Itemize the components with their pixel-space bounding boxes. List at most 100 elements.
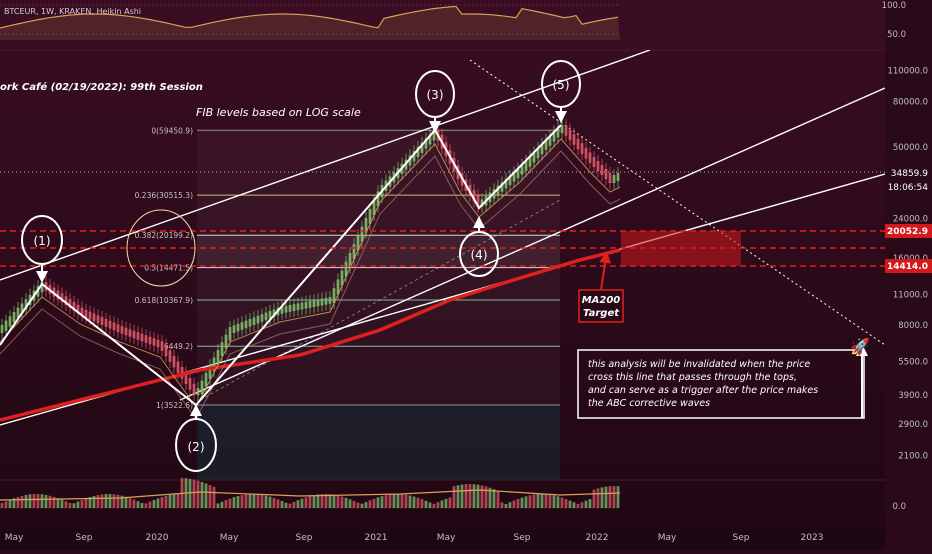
session-title: ork Café (02/19/2022): 99th Session [0,81,203,93]
volume-bar [204,483,208,508]
x-tick-11: 2023 [801,533,824,543]
candle-body [144,335,148,343]
candle-body [356,235,360,251]
candle-body [116,324,120,333]
volume-bar [216,503,220,508]
volume-bar [112,494,116,508]
candle-body [340,270,344,286]
volume-bar [460,484,464,508]
volume-bar [496,490,500,508]
channel-middle [179,87,885,401]
candle-body [88,311,92,320]
volume-bar [172,494,176,508]
candle-body [376,191,380,207]
candle-body [516,168,520,179]
y-tick-0: 110000.0 [887,66,928,76]
volume-bar [288,503,292,508]
volume-bar [84,498,88,508]
candle-body [184,372,188,385]
volume-bar [148,501,152,508]
volume-bar [412,496,416,508]
volume-bar [440,500,444,508]
volume-bar [600,487,604,508]
note-line-2: cross this line that passes through the … [588,372,797,383]
y-tick-9: 2900.0 [898,420,928,430]
candle-body [20,303,24,314]
volume-bar [320,494,324,508]
y-tick-2: 50000.0 [893,143,928,153]
volume-bar [24,494,28,508]
candle-body [196,388,200,396]
wave-5-label: (5) [553,78,570,92]
volume-bar [44,494,48,508]
volume-bar [4,501,8,508]
wave-1-label: (1) [34,234,51,248]
fib-label-0: 0(59450.9) [151,126,193,135]
volume-bar [40,494,44,508]
candle-body [252,317,256,325]
time-axis[interactable]: May Sep 2020 May Sep 2021 May Sep 2022 May Sep 2023 [5,533,824,543]
wave-3: (3) [415,70,455,133]
volume-bar [604,486,608,508]
volume-bar [144,503,148,508]
volume-bar [476,484,480,508]
x-tick-10: Sep [733,533,750,543]
candle-body [512,172,516,182]
candle-body [60,293,64,303]
candle-body [412,151,416,162]
volume-bar [400,494,404,508]
volume-bar [464,484,468,508]
volume-bar [160,497,164,508]
volume-bar [376,497,380,508]
candle-body [520,164,524,175]
volume-bar [596,488,600,508]
candle-body [176,361,180,373]
candle-body [56,290,60,300]
candle-body [80,307,84,316]
candle-body [308,301,312,308]
price-axis[interactable]: 110000.0 80000.0 50000.0 24000.0 16000.0 1100… [882,1,928,512]
x-tick-5: 2021 [365,533,388,543]
elliott-wave-lines [0,124,562,407]
candle-body [188,378,192,390]
volume-bar [316,494,320,508]
candle-body [4,320,8,331]
volume-bar [456,485,460,508]
note-line-1: this analysis will be invalidated when t… [588,359,810,370]
volume-bar [260,494,264,508]
candle-body [364,217,368,233]
volume-bar [280,500,284,508]
volume-bar [76,501,80,508]
volume-bar [132,499,136,508]
candle-body [256,315,260,324]
volume-bar [388,494,392,508]
candle-body [272,309,276,317]
volume-bar [104,494,108,508]
volume-bar [348,499,352,508]
volume-bar [340,496,344,508]
osc-tick-1: 50.0 [887,30,906,40]
candle-body [316,299,320,307]
candle-body [220,342,224,356]
candle-body [132,330,136,339]
candle-body [164,344,168,357]
volume-bar [300,498,304,508]
candle-body [424,138,428,149]
volume-bar [296,500,300,508]
candle-body [284,305,288,313]
volume-pane [0,478,621,509]
candle-body [528,156,532,167]
volume-bar [332,494,336,508]
volume-bar [468,484,472,508]
candle-body [612,175,616,183]
volume-bar [156,498,160,508]
candle-body [172,355,176,368]
volume-bar [236,496,240,508]
volume-bar [360,503,364,508]
candle-body [224,334,228,349]
volume-bar [428,502,432,508]
candle-body [112,322,116,331]
volume-bar [324,494,328,508]
